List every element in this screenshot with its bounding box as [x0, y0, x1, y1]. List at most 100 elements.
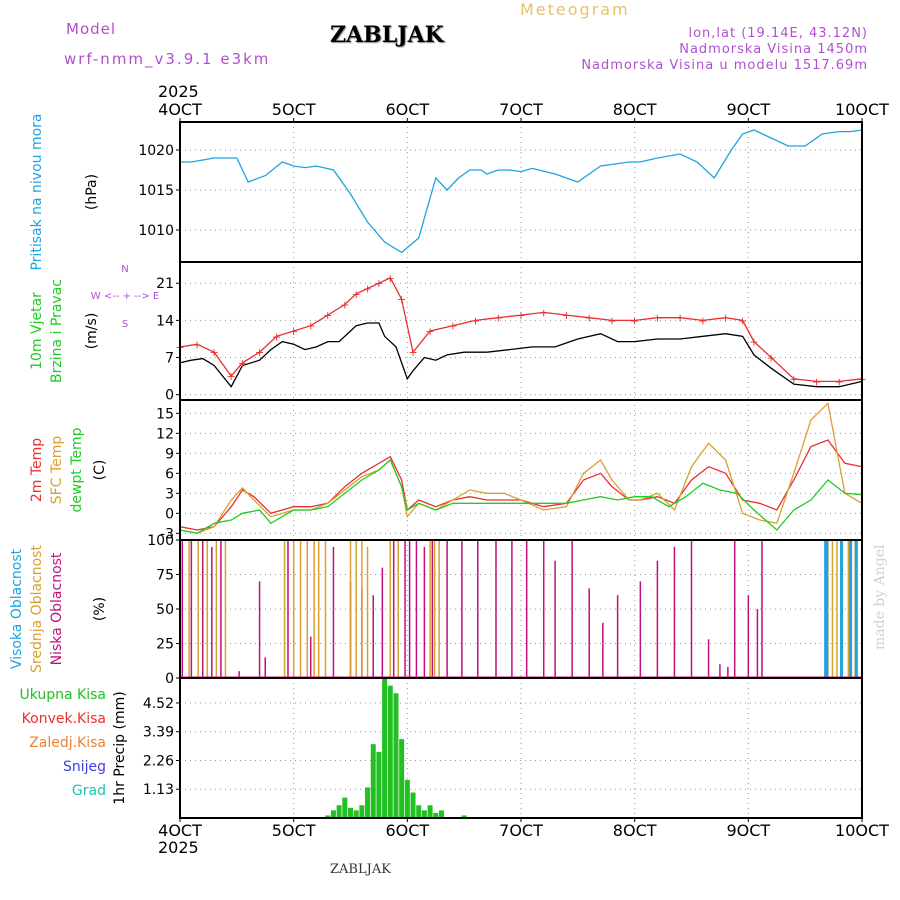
y-tick-label: 6 — [165, 466, 174, 482]
y-tick-label: 100 — [147, 533, 174, 549]
gust-marker: + — [386, 272, 395, 285]
x-tick-label-bottom: 6OCT — [385, 821, 429, 840]
precip-bar — [433, 812, 439, 818]
precip-legend-item: Grad — [72, 783, 106, 799]
gust-marker: + — [323, 309, 332, 322]
gust-marker: + — [562, 309, 571, 322]
y-tick-label: 0 — [165, 506, 174, 522]
precip-bar — [427, 805, 433, 818]
y-tick-label: 12 — [156, 426, 174, 442]
x-tick-label-top: 4OCT — [158, 100, 202, 119]
gust-marker: + — [255, 346, 264, 359]
precip-bar — [416, 805, 422, 818]
precip-bar — [359, 805, 365, 818]
elevation: Nadmorska Visina 1450m — [679, 42, 868, 57]
x-tick-label-bottom: 5OCT — [272, 821, 316, 840]
precip-bar — [330, 810, 336, 818]
precip-bar — [365, 787, 371, 818]
year-top: 2025 — [158, 82, 199, 101]
model-elevation: Nadmorska Visina u modelu 1517.69m — [581, 58, 868, 73]
panel-clouds: 0 25 50 75 100 — [147, 533, 863, 687]
gust-marker: + — [448, 320, 457, 333]
gust-marker: + — [812, 375, 821, 388]
x-tick-label-top: 9OCT — [726, 100, 770, 119]
x-tick-label-top: 10OCT — [835, 100, 889, 119]
y-tick-label: -3 — [160, 526, 174, 542]
series-line-pressure — [180, 129, 863, 254]
model-label: Model — [66, 20, 117, 38]
gust-marker: + — [835, 375, 844, 388]
gust-marker: + — [352, 288, 361, 301]
model-name: wrf-nmm_v3.9.1 e3km — [64, 50, 271, 68]
wind-unit: (m/s) — [84, 313, 100, 350]
cloud-unit: (%) — [92, 597, 108, 621]
precip-bar — [342, 797, 348, 818]
temp-axis-title-2m: 2m Temp — [29, 438, 45, 502]
cloud-axis-title-high: Visoka Oblacnost — [9, 548, 25, 669]
precip-legend-item: Ukupna Kisa — [19, 687, 106, 703]
series-line-speed — [179, 322, 863, 388]
gust-marker: + — [192, 338, 201, 351]
pressure-unit: (hPa) — [84, 174, 100, 210]
wind-axis-title-2: Brzina i Pravac — [49, 279, 65, 383]
y-tick-label: 0 — [165, 388, 174, 404]
series-line-dewpoint — [179, 458, 863, 534]
x-tick-label-top: 7OCT — [499, 100, 543, 119]
precip-bar — [382, 678, 388, 818]
precip-legend-item: Zaledj.Kisa — [29, 735, 106, 751]
y-tick-label: 25 — [156, 637, 174, 653]
y-tick-label: 1020 — [138, 143, 174, 159]
temp-axis-title-dewpt: dewpt Temp — [69, 427, 85, 512]
precip-bar — [438, 810, 444, 818]
pressure-axis-title: Pritisak na nivou mora — [29, 113, 45, 270]
gust-marker: + — [698, 314, 707, 327]
y-tick-label: 3 — [165, 486, 174, 502]
precip-bar — [348, 807, 353, 818]
y-tick-label: 4.52 — [143, 696, 174, 712]
precip-bar — [376, 751, 382, 818]
gust-marker: + — [494, 312, 503, 325]
gust-marker: + — [749, 336, 758, 349]
gust-marker: + — [306, 320, 315, 333]
gust-marker: + — [425, 325, 434, 338]
x-tick-label-top: 8OCT — [613, 100, 657, 119]
y-tick-label: 15 — [156, 406, 174, 422]
precip-bar — [325, 815, 331, 818]
panel-temperature: -3 0 3 6 9 12 15 — [156, 399, 863, 542]
temp-unit: (C) — [92, 460, 108, 481]
x-tick-label-bottom: 10OCT — [835, 821, 889, 840]
gust-marker: + — [397, 293, 406, 306]
gust-marker: + — [340, 298, 349, 311]
gust-marker: + — [766, 352, 775, 365]
precip-legend-item: Konvek.Kisa — [22, 711, 106, 727]
panel-pressure: 1010 1015 1020 — [138, 121, 863, 263]
gust-marker: + — [789, 373, 798, 386]
precip-bar — [399, 739, 405, 818]
y-tick-label: 7 — [165, 351, 174, 367]
year-bottom: 2025 — [158, 838, 199, 857]
gust-marker: + — [721, 312, 730, 325]
gust-marker: + — [630, 314, 639, 327]
precip-legend-item: Snijeg — [63, 759, 106, 775]
meteogram-title: Meteogram — [520, 0, 630, 19]
gust-marker: + — [289, 325, 298, 338]
compass-we: W <-- + --> E — [91, 291, 160, 302]
y-tick-label: 3.39 — [143, 725, 174, 741]
y-tick-label: 75 — [156, 568, 174, 584]
precip-bar — [461, 815, 467, 818]
y-tick-label: 1015 — [138, 183, 174, 199]
cloud-axis-title-mid: Srednja Oblacnost — [29, 545, 45, 673]
gust-marker: + — [238, 357, 247, 370]
gust-marker: + — [539, 306, 548, 319]
gust-marker: + — [363, 283, 372, 296]
station-title: ZABLJAK — [330, 22, 444, 48]
gust-marker: + — [653, 312, 662, 325]
precip-bar — [353, 810, 359, 818]
x-tick-label-bottom: 8OCT — [613, 821, 657, 840]
series-line-t2m — [179, 439, 863, 531]
gust-marker: + — [676, 312, 685, 325]
precip-bar — [404, 779, 410, 818]
cloud-axis-title-low: Niska Oblacnost — [49, 552, 65, 665]
gust-marker: + — [374, 277, 383, 290]
